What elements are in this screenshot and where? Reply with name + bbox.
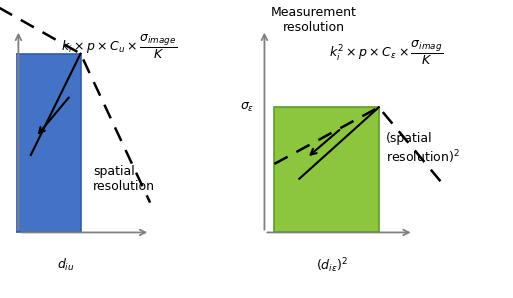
Bar [274, 107, 379, 232]
Text: $k_i \times p \times C_u \times \dfrac{\sigma_{image}}{K}$: $k_i \times p \times C_u \times \dfrac{\… [61, 33, 177, 61]
Text: spatial
resolution: spatial resolution [93, 165, 155, 193]
Text: $\sigma_\varepsilon$: $\sigma_\varepsilon$ [240, 101, 254, 114]
Text: $k_i^2 \times p \times C_\varepsilon \times \dfrac{\sigma_{imag}}{K}$: $k_i^2 \times p \times C_\varepsilon \ti… [329, 39, 443, 67]
Bar [0, 54, 81, 232]
Text: $d_{iu}$: $d_{iu}$ [57, 257, 74, 273]
Text: $(d_{i\varepsilon})^2$: $(d_{i\varepsilon})^2$ [315, 256, 347, 274]
Text: Measurement
resolution: Measurement resolution [271, 6, 357, 34]
Text: (spatial
resolution)$^2$: (spatial resolution)$^2$ [386, 132, 460, 166]
